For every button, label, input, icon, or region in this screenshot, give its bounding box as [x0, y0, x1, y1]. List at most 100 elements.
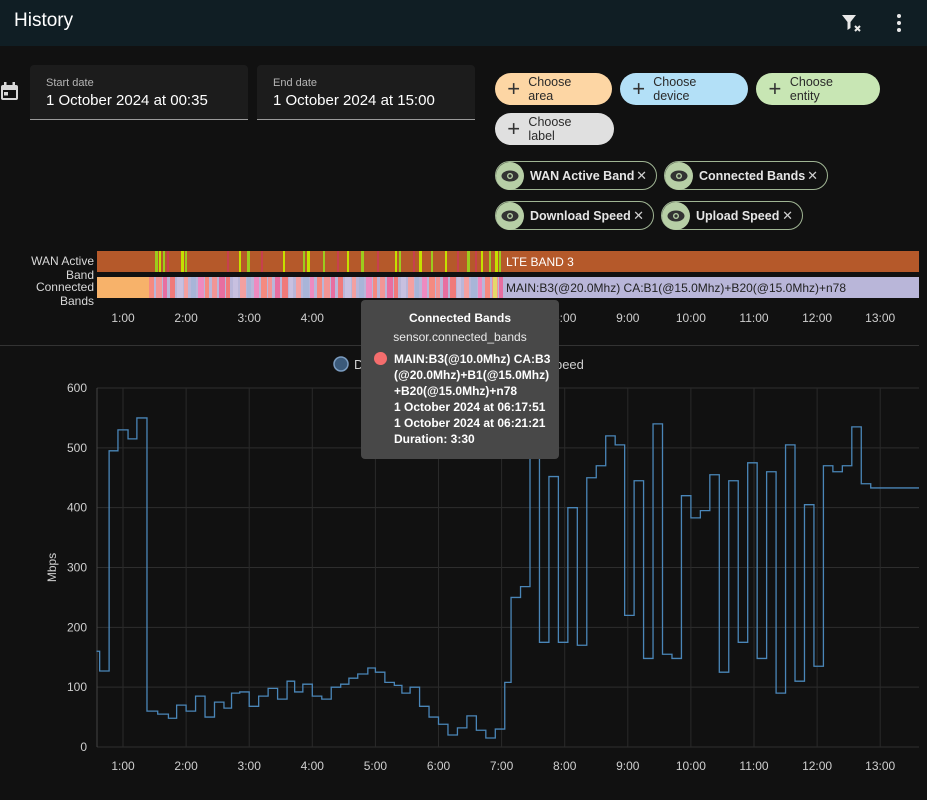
y-axis-label: Mbps [45, 553, 59, 582]
choose-entity-button[interactable]: + Choose entity [756, 73, 880, 105]
entity-chip-connected-bands[interactable]: Connected Bands ✕ [664, 161, 828, 190]
chart-tooltip: Connected Bands sensor.connected_bands M… [361, 300, 559, 459]
y-tick-label: 0 [80, 740, 87, 754]
timeline-segment [261, 251, 263, 272]
eye-icon [662, 201, 690, 230]
entity-chip-download-speed[interactable]: Download Speed ✕ [495, 201, 654, 230]
timeline-segment [485, 277, 490, 298]
dots-vertical-icon[interactable] [884, 8, 914, 38]
timeline-segment [380, 277, 385, 298]
eye-icon [665, 161, 693, 190]
timeline-segment [481, 251, 483, 272]
timeline-segment [408, 277, 414, 298]
page-title: History [14, 10, 74, 31]
timeline-segment [247, 251, 250, 272]
start-date-field[interactable]: Start date 1 October 2024 at 00:35 [30, 65, 248, 120]
timeline-segment [324, 277, 330, 298]
entity-chip-label: WAN Active Band [530, 168, 635, 183]
timeline-segment [467, 251, 470, 272]
timeline-segment [185, 251, 187, 272]
timeline-segment [205, 277, 209, 298]
timeline-segment [226, 277, 230, 298]
timeline-x-tick: 1:00 [111, 311, 135, 325]
calendar-icon[interactable] [0, 82, 20, 102]
timeline-segment [283, 251, 285, 272]
timeline-x-tick: 3:00 [237, 311, 261, 325]
tooltip-start: 1 October 2024 at 06:17:51 [394, 400, 546, 414]
timeline-segment [429, 277, 435, 298]
end-date-label: End date [273, 77, 318, 89]
timeline-bar-connected-bands[interactable] [97, 277, 919, 298]
x-tick-label: 7:00 [490, 759, 514, 773]
series-line [96, 417, 919, 739]
timeline-x-tick: 13:00 [865, 311, 896, 325]
timeline-segment [239, 251, 241, 272]
end-date-field[interactable]: End date 1 October 2024 at 15:00 [257, 65, 475, 120]
x-tick-label: 10:00 [676, 759, 706, 773]
x-tick-label: 6:00 [427, 759, 451, 773]
close-icon[interactable]: ✕ [807, 167, 818, 183]
timeline-segment [415, 277, 419, 298]
tooltip-duration: Duration: 3:30 [394, 432, 475, 446]
timeline-segment [212, 277, 217, 298]
entity-chip-upload-speed[interactable]: Upload Speed ✕ [661, 201, 803, 230]
y-tick-label: 100 [67, 680, 87, 694]
legend-marker [333, 356, 349, 372]
timeline-segment [499, 277, 503, 298]
choose-area-button[interactable]: + Choose area [495, 73, 612, 105]
x-tick-label: 11:00 [739, 759, 768, 773]
timeline-segment [303, 251, 305, 272]
timeline-segment [347, 251, 349, 272]
timeline-segment [475, 251, 477, 272]
tooltip-end: 1 October 2024 at 06:21:21 [394, 416, 546, 430]
timeline-bar-wan-active-band[interactable] [97, 251, 919, 272]
x-tick-label: 1:00 [111, 759, 135, 773]
timeline-x-tick: 9:00 [616, 311, 640, 325]
timeline-segment [443, 277, 448, 298]
timeline-segment [366, 277, 372, 298]
entity-chip-label: Download Speed [530, 208, 631, 223]
timeline-segment [464, 277, 469, 298]
timeline-segment [495, 251, 498, 272]
timeline-segment [170, 277, 175, 298]
entity-chip-label: Upload Speed [696, 208, 780, 223]
timeline-segment [307, 251, 310, 272]
timeline-segment [323, 251, 325, 272]
close-icon[interactable]: ✕ [636, 167, 647, 183]
choose-device-label: Choose device [653, 75, 697, 103]
tooltip-state: MAIN:B3(@10.0Mhz) CA:B3(@20.0Mhz)+B1(@15… [394, 352, 551, 398]
timeline-segment [149, 277, 154, 298]
eye-icon [496, 201, 524, 230]
timeline-segment [471, 277, 477, 298]
x-tick-label: 4:00 [301, 759, 325, 773]
timeline-segment [457, 251, 459, 272]
timeline-segment [337, 251, 339, 272]
timeline-segment [296, 277, 301, 298]
timeline-segment [345, 277, 351, 298]
x-tick-label: 3:00 [238, 759, 262, 773]
timeline-x-tick: 2:00 [174, 311, 198, 325]
close-icon[interactable]: ✕ [782, 207, 793, 223]
timeline-segment [436, 277, 440, 298]
y-tick-label: 500 [67, 441, 87, 455]
filter-remove-icon[interactable] [836, 8, 866, 38]
choose-label-button[interactable]: + Choose label [495, 113, 614, 145]
close-icon[interactable]: ✕ [633, 207, 644, 223]
timeline-x-tick: 4:00 [300, 311, 324, 325]
timeline-segment [282, 277, 288, 298]
timeline-segment [331, 277, 335, 298]
choose-device-button[interactable]: + Choose device [620, 73, 748, 105]
entity-chip-wan-active-band[interactable]: WAN Active Band ✕ [495, 161, 657, 190]
tooltip-entity-id: sensor.connected_bands [393, 330, 527, 344]
choose-label-label: Choose label [528, 115, 572, 143]
timeline-segment [155, 251, 158, 272]
timeline-x-tick: 11:00 [739, 311, 769, 325]
timeline-segment [422, 277, 427, 298]
timeline-segment [399, 251, 401, 272]
timeline-segment [431, 251, 433, 272]
tooltip-color-dot [374, 352, 387, 365]
timeline-segment [361, 251, 364, 272]
timeline-segment [97, 277, 149, 298]
timeline-segment [401, 277, 406, 298]
x-tick-label: 9:00 [616, 759, 640, 773]
